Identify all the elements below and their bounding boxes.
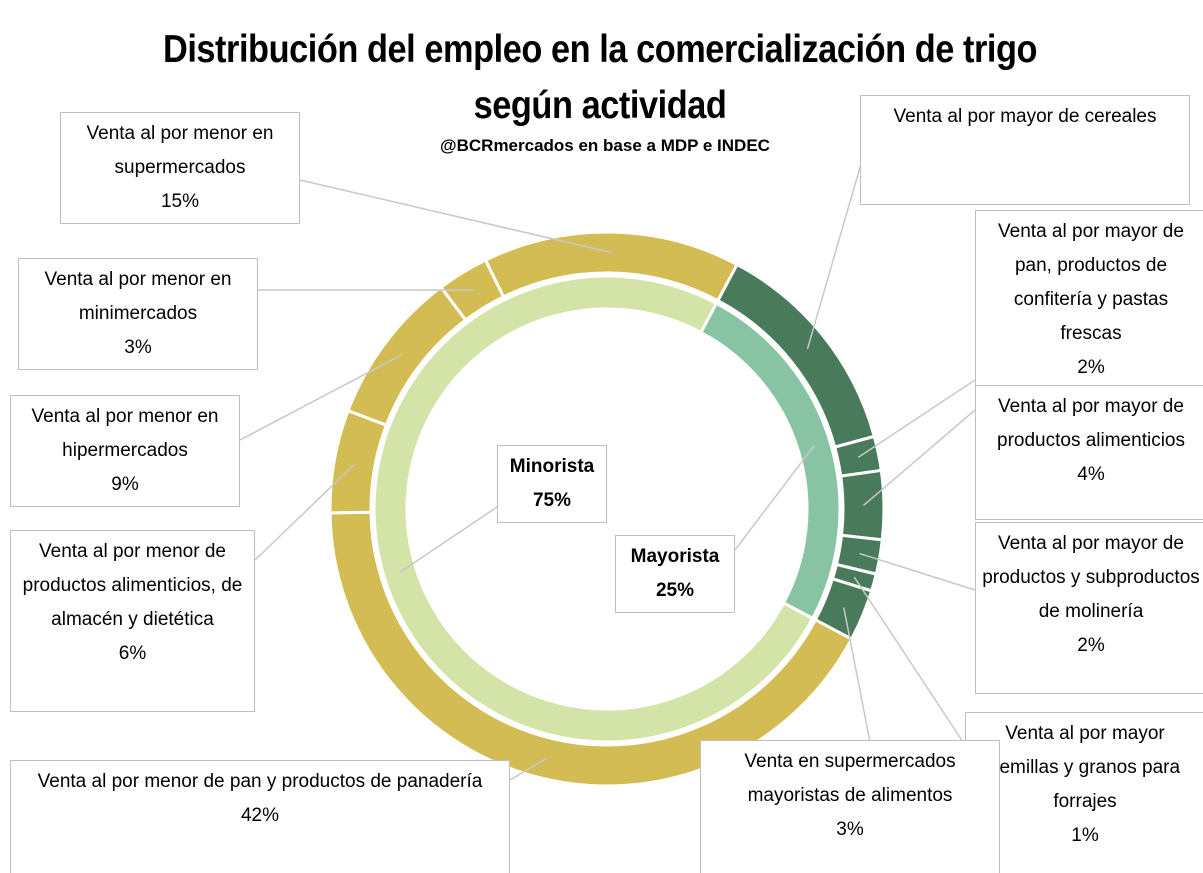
category-label: Mayorista [630, 546, 720, 567]
data-label: Venta al por menor de productos alimenti… [10, 530, 255, 712]
value-label: 42% [240, 805, 280, 826]
value-label: 9% [111, 474, 139, 495]
data-label: Venta al por mayor de cereales [860, 95, 1190, 205]
data-label: Venta al por mayor de productos y subpro… [975, 522, 1203, 694]
value-label: 3% [836, 819, 864, 840]
leader-line [399, 504, 501, 573]
leader-line [239, 353, 403, 441]
category-label: Minorista [509, 456, 595, 477]
leader-line [806, 149, 866, 350]
sector [372, 274, 815, 744]
category-label: Venta al por mayor de productos alimenti… [997, 396, 1185, 451]
category-label: Venta en supermercados mayoristas de ali… [744, 751, 956, 806]
data-label: Venta al por mayor semillas y granos par… [965, 712, 1203, 873]
data-label: Mayorista 25% [615, 535, 735, 613]
value-label: 25% [655, 580, 695, 601]
value-label: 2% [1077, 357, 1105, 378]
value-label: 6% [118, 643, 147, 664]
chart-title: Distribución del empleo en la comerciali… [162, 28, 1038, 127]
category-label: Venta al por menor en hipermercados [31, 406, 219, 461]
value-label: 3% [124, 337, 152, 358]
value-label: 75% [532, 490, 572, 511]
chart-subtitle: @BCRmercados en base a MDP e INDEC [440, 136, 770, 155]
data-label: Venta al por mayor de productos alimenti… [975, 385, 1203, 520]
category-label: Venta al por mayor de pan, productos de … [998, 221, 1184, 344]
category-label: Venta al por mayor semillas y granos par… [989, 723, 1181, 812]
value-label: 15% [160, 191, 200, 212]
data-label: Venta al por menor en supermercados 15% [60, 112, 300, 224]
sector [483, 230, 740, 303]
leader-lines [239, 149, 976, 781]
leader-line [843, 607, 871, 743]
category-label: Venta al por mayor de cereales [893, 106, 1157, 127]
category-label: Venta al por menor de pan y productos de… [37, 771, 483, 792]
value-label: 1% [1071, 825, 1099, 846]
leader-line [509, 757, 548, 781]
category-label: Venta al por menor de productos alimenti… [22, 541, 243, 630]
leader-line [734, 445, 815, 551]
data-label: Minorista 75% [497, 445, 607, 523]
category-label: Venta al por mayor de productos y subpro… [982, 533, 1200, 622]
value-label: 2% [1077, 635, 1105, 656]
value-label: 4% [1077, 464, 1105, 485]
data-label: Venta al por menor de pan y productos de… [10, 760, 510, 873]
leader-line [299, 179, 612, 254]
leader-line [853, 576, 966, 746]
data-label: Venta al por mayor de pan, productos de … [975, 210, 1203, 390]
leader-line [857, 379, 976, 459]
data-label: Venta al por menor en hipermercados 9% [10, 395, 240, 507]
data-label: Venta en supermercados mayoristas de ali… [700, 740, 1000, 873]
sector [839, 468, 886, 542]
leader-line [859, 552, 976, 591]
leader-line [862, 409, 976, 506]
category-label: Venta al por menor en minimercados [44, 269, 232, 324]
leader-line [254, 463, 355, 561]
category-label: Venta al por menor en supermercados [86, 123, 274, 178]
data-label: Venta al por menor en minimercados 3% [18, 258, 258, 370]
